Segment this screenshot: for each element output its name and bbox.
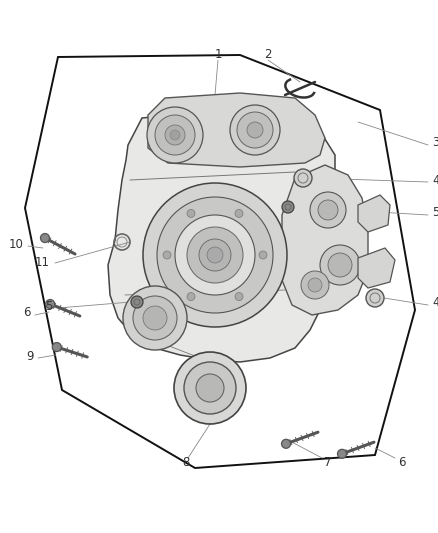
Text: 5: 5 (432, 206, 438, 220)
Text: 6: 6 (398, 456, 406, 469)
Circle shape (199, 239, 231, 271)
Circle shape (163, 251, 171, 259)
Text: 4: 4 (432, 296, 438, 310)
Circle shape (207, 247, 223, 263)
Circle shape (187, 227, 243, 283)
Polygon shape (358, 195, 390, 232)
Text: 2: 2 (264, 49, 272, 61)
Text: 7: 7 (324, 456, 332, 469)
Circle shape (310, 192, 346, 228)
Text: 5: 5 (46, 300, 53, 312)
Circle shape (143, 306, 167, 330)
Text: 9: 9 (27, 350, 34, 362)
Text: 8: 8 (182, 456, 190, 469)
Circle shape (143, 183, 287, 327)
Circle shape (155, 115, 195, 155)
Circle shape (133, 296, 177, 340)
Polygon shape (358, 248, 395, 288)
Circle shape (294, 169, 312, 187)
Circle shape (174, 352, 246, 424)
Circle shape (123, 286, 187, 350)
Circle shape (320, 245, 360, 285)
Circle shape (235, 209, 243, 217)
Circle shape (259, 251, 267, 259)
Circle shape (338, 449, 346, 458)
Circle shape (282, 201, 294, 213)
Text: 4: 4 (432, 174, 438, 187)
Circle shape (235, 293, 243, 301)
Circle shape (282, 439, 290, 448)
Circle shape (308, 278, 322, 292)
Circle shape (196, 374, 224, 402)
Text: 11: 11 (35, 256, 50, 270)
Circle shape (237, 112, 273, 148)
Polygon shape (108, 108, 345, 362)
Circle shape (301, 271, 329, 299)
Circle shape (52, 343, 61, 352)
Circle shape (170, 130, 180, 140)
Circle shape (318, 200, 338, 220)
Text: 1: 1 (214, 49, 222, 61)
Circle shape (131, 296, 143, 308)
Circle shape (187, 293, 195, 301)
Circle shape (328, 253, 352, 277)
Circle shape (40, 233, 49, 243)
Circle shape (247, 122, 263, 138)
Circle shape (184, 362, 236, 414)
Circle shape (46, 300, 55, 309)
Circle shape (230, 105, 280, 155)
Circle shape (175, 215, 255, 295)
Polygon shape (148, 93, 325, 167)
Circle shape (366, 289, 384, 307)
Text: 10: 10 (9, 238, 24, 251)
Circle shape (165, 125, 185, 145)
Circle shape (157, 197, 273, 313)
Text: 6: 6 (24, 306, 31, 319)
Text: 3: 3 (432, 136, 438, 149)
Polygon shape (282, 165, 368, 315)
Circle shape (147, 107, 203, 163)
Circle shape (187, 209, 195, 217)
